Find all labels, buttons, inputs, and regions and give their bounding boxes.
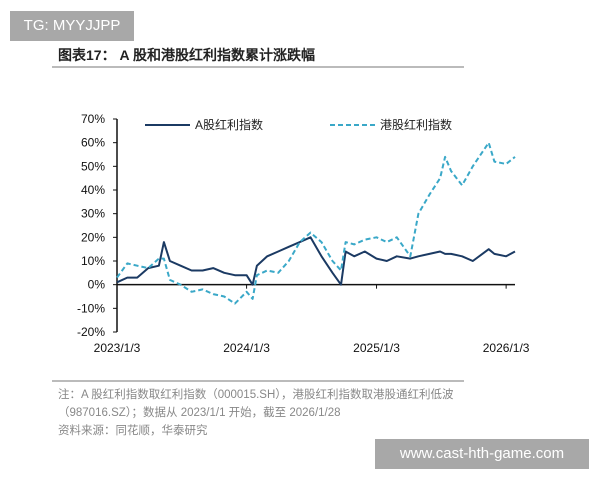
x-tick-label: 2023/1/3 [94, 341, 141, 355]
note-line-2: （987016.SZ）；数据从 2023/1/1 开始，截至 2026/1/28 [58, 407, 341, 419]
y-tick-label: 0% [88, 278, 106, 292]
legend-label: A股红利指数 [195, 117, 263, 132]
y-tick-label: 40% [81, 183, 105, 197]
y-tick-label: 70% [81, 112, 105, 126]
note-line-1: 注：A 股红利指数取红利指数（000015.SH），港股红利指数取港股通红利低波 [58, 389, 454, 401]
source-line: 资料来源：同花顺，华泰研究 [58, 425, 208, 437]
y-tick-label: -10% [77, 301, 105, 315]
y-axis: 70% 60% 50% 40% 30% 20% 10% 0% -10% -20% [77, 112, 118, 339]
y-tick-label: -20% [77, 325, 105, 339]
watermark-bottom: www.cast-hth-game.com [375, 439, 589, 469]
x-tick-label: 2024/1/3 [223, 341, 270, 355]
y-tick-label: 50% [81, 159, 105, 173]
figure-title: 图表17： A 股和港股红利指数累计涨跌幅 [58, 47, 315, 63]
watermark-top: TG: MYYJJPP [10, 11, 134, 41]
title-divider [52, 66, 464, 68]
x-tick-label: 2026/1/3 [483, 341, 530, 355]
x-tick-label: 2025/1/3 [353, 341, 400, 355]
x-axis: 2023/1/3 2024/1/3 2025/1/3 2026/1/3 [94, 283, 530, 355]
series-line-a-share [116, 236, 516, 286]
notes-divider [52, 380, 464, 382]
y-tick-label: 60% [81, 136, 105, 150]
legend-label: 港股红利指数 [380, 117, 452, 132]
series-lines [116, 141, 516, 305]
y-tick-label: 30% [81, 207, 105, 221]
series-line-hk [116, 141, 516, 305]
y-tick-label: 20% [81, 230, 105, 244]
legend: A股红利指数 港股红利指数 [145, 117, 452, 132]
y-tick-label: 10% [81, 254, 105, 268]
